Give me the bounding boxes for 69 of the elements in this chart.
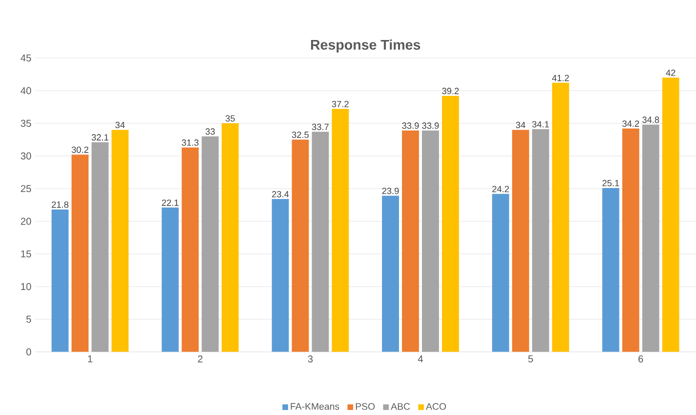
bar: [442, 96, 459, 352]
data-label: 34.8: [642, 116, 660, 123]
data-label: 32.1: [92, 134, 108, 140]
data-label: 30.2: [72, 146, 88, 153]
bar: [182, 147, 199, 352]
y-tick-label: 0: [26, 348, 32, 356]
bar: [332, 108, 349, 352]
bar: [642, 124, 660, 352]
data-label: 21.8: [52, 201, 68, 208]
data-label: 33.9: [422, 122, 439, 129]
bar: [552, 82, 570, 352]
y-tick-label: 40: [20, 87, 32, 94]
chart-title: Response Times: [311, 39, 420, 52]
y-tick-label: 15: [21, 250, 32, 258]
bar: [162, 207, 179, 352]
data-label: 34: [516, 122, 526, 128]
data-label: 37.2: [332, 100, 349, 108]
x-tick-label: 1: [88, 355, 92, 362]
bar: [402, 130, 419, 352]
data-label: 33.7: [312, 124, 329, 130]
data-label: 42: [666, 70, 676, 76]
y-tick-label: 25: [20, 184, 32, 192]
bar: [222, 123, 239, 352]
y-tick-label: 5: [26, 316, 32, 323]
data-label: 32.5: [292, 131, 309, 138]
legend-label: ABC: [390, 403, 410, 410]
x-tick-label: 6: [638, 355, 644, 362]
bar: [92, 142, 109, 352]
bar: [202, 136, 219, 352]
y-tick-label: 20: [20, 218, 32, 225]
y-tick-label: 35: [20, 120, 32, 127]
bar: [422, 130, 439, 352]
data-label: 41.2: [552, 74, 569, 82]
bar: [622, 128, 640, 352]
x-tick-label: 3: [308, 355, 313, 362]
y-tick-label: 45: [20, 54, 32, 62]
legend-label: PSO: [356, 403, 375, 410]
bar: [112, 130, 129, 352]
bar: [292, 140, 309, 352]
x-tick-label: 2: [198, 355, 202, 362]
bar: [662, 77, 680, 352]
data-label: 34.2: [622, 120, 640, 127]
bar: [382, 196, 399, 352]
data-label: 25.1: [602, 180, 620, 186]
data-label: 33: [206, 128, 215, 135]
legend-label: ACO: [426, 403, 446, 410]
bar: [492, 194, 510, 352]
x-tick-label: 5: [528, 355, 533, 362]
data-label: 34: [115, 122, 125, 128]
x-tick-label: 4: [418, 355, 423, 362]
data-label: 33.9: [402, 122, 419, 129]
bar: [602, 188, 620, 352]
bar: [532, 129, 550, 352]
data-label: 22.1: [162, 199, 178, 206]
data-label: 23.9: [382, 188, 399, 194]
bar: [312, 132, 329, 352]
legend-label: FA-KMeans: [290, 403, 340, 410]
data-label: 24.2: [492, 186, 509, 192]
y-tick-label: 30: [20, 152, 32, 160]
data-label: 35: [226, 115, 235, 122]
data-label: 39.2: [442, 88, 459, 94]
bar: [52, 209, 69, 352]
data-label: 34.1: [532, 121, 549, 128]
y-tick-label: 10: [21, 282, 32, 290]
data-label: 31.3: [182, 139, 199, 146]
bar: [72, 154, 89, 352]
bar: [512, 130, 530, 352]
bar: [272, 198, 289, 352]
data-label: 23.4: [272, 190, 289, 198]
